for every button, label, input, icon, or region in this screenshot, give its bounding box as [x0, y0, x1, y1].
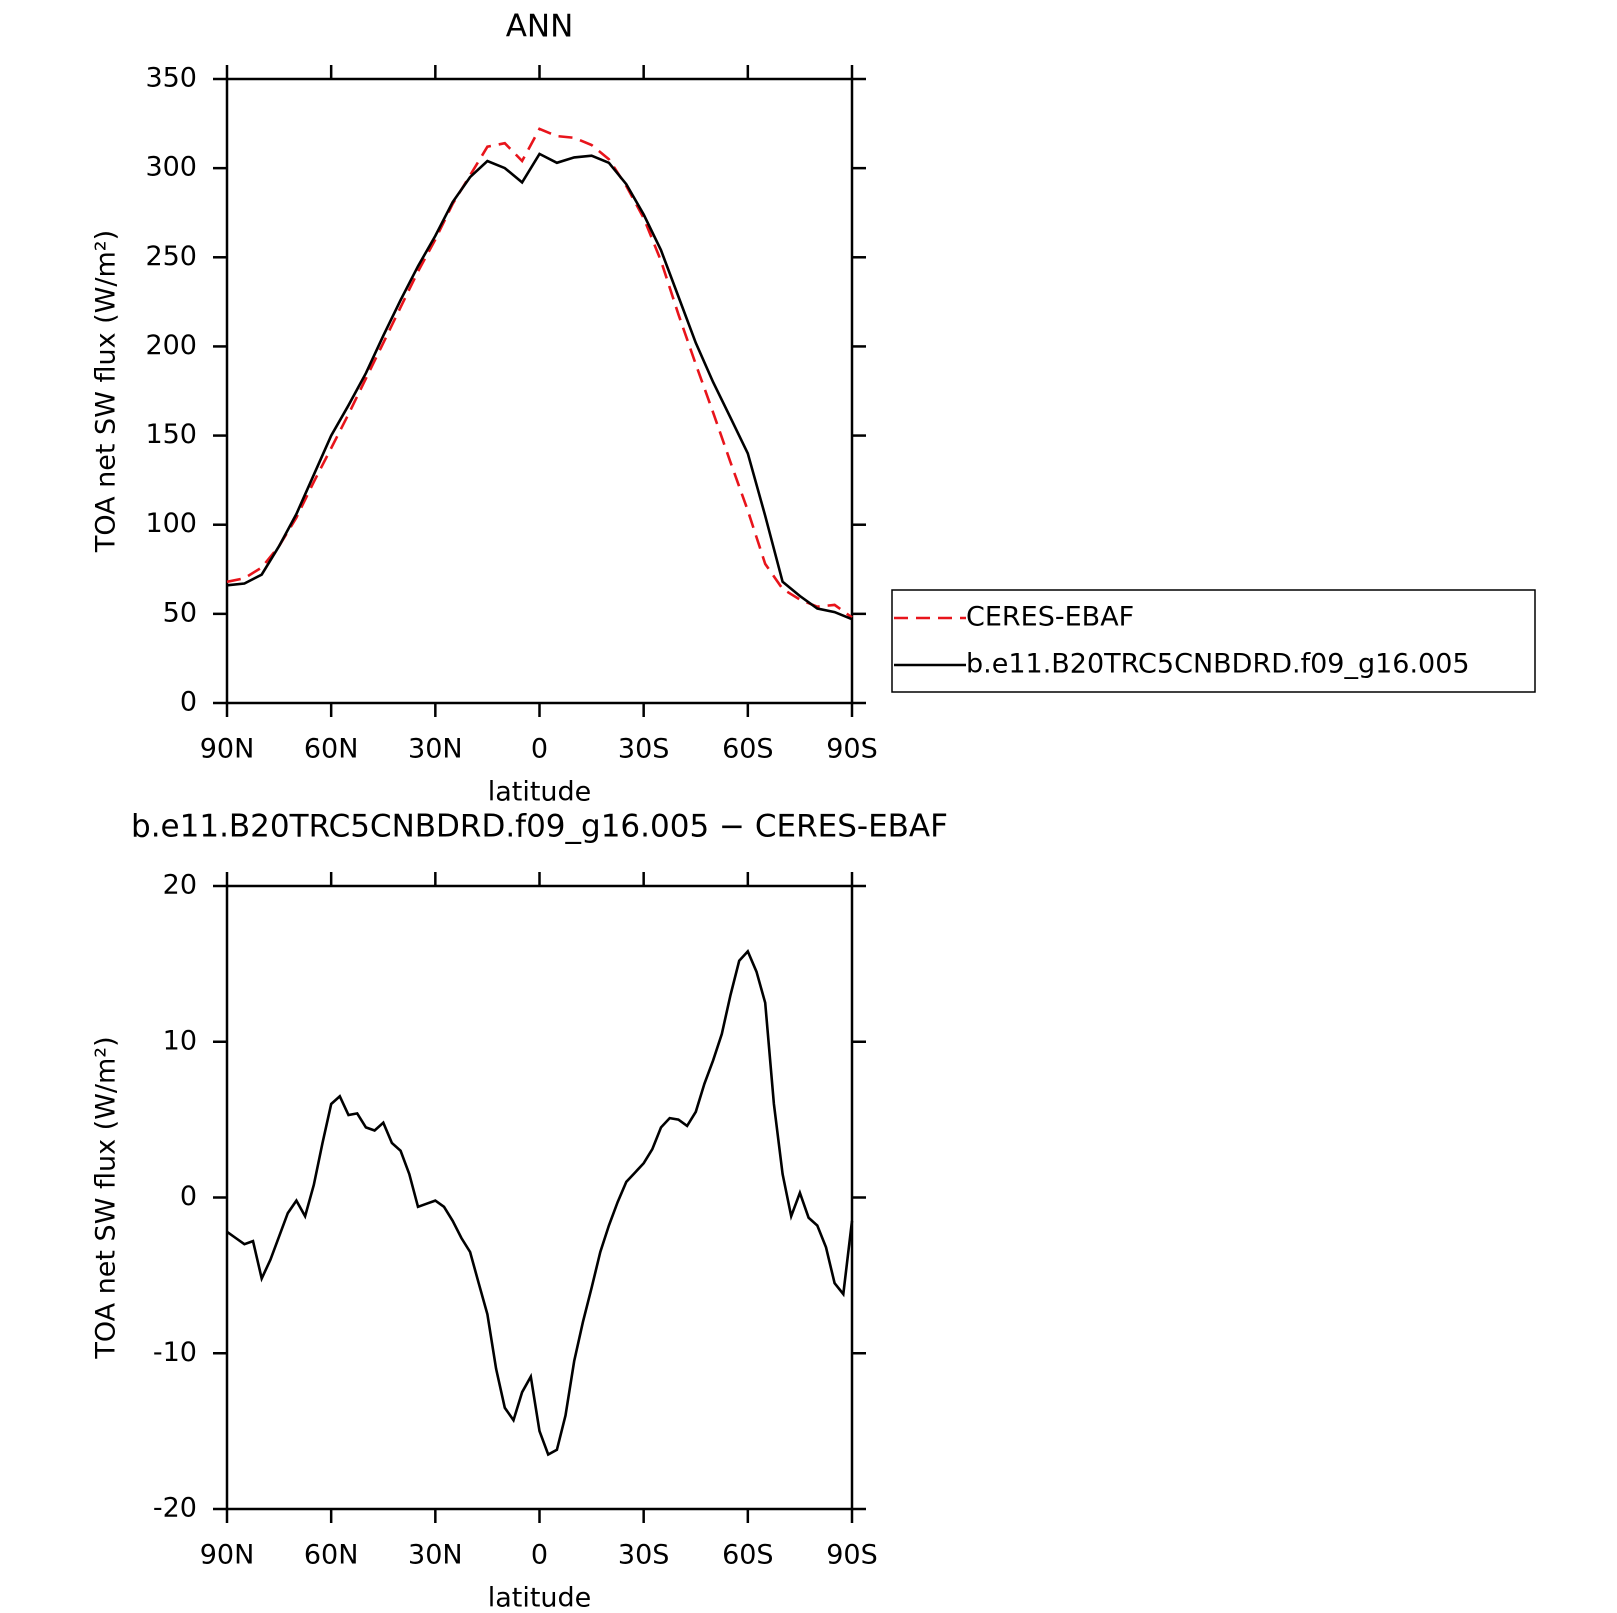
x-tick-label: 0: [531, 1540, 548, 1571]
y-tick-label: -20: [153, 1493, 197, 1524]
y-tick-label: 50: [163, 597, 197, 628]
legend-label: b.e11.B20TRC5CNBDRD.f09_g16.005: [966, 649, 1470, 680]
x-tick-label: 60S: [722, 734, 774, 765]
x-tick-label: 30N: [408, 1540, 463, 1571]
x-tick-label: 30S: [618, 1540, 670, 1571]
y-tick-label: 300: [145, 152, 197, 183]
y-tick-label: 0: [180, 1181, 197, 1212]
x-tick-label: 30S: [618, 734, 670, 765]
x-tick-label: 0: [531, 734, 548, 765]
data-line: [226, 152, 853, 621]
x-tick-label: 60N: [304, 1540, 359, 1571]
x-tick-label: 60S: [722, 1540, 774, 1571]
y-axis-label: TOA net SW flux (W/m²): [91, 1036, 122, 1359]
y-tick-label: 200: [145, 330, 197, 361]
x-axis-label: latitude: [488, 1583, 592, 1613]
x-tick-label: 90N: [200, 1540, 255, 1571]
legend-label: CERES-EBAF: [966, 602, 1134, 633]
x-tick-label: 90S: [826, 734, 878, 765]
x-axis-label: latitude: [488, 777, 592, 808]
plot-frame: [225, 77, 854, 705]
y-tick-label: 0: [180, 687, 197, 718]
y-tick-label: 250: [145, 241, 197, 272]
y-axis-label: TOA net SW flux (W/m²): [91, 230, 122, 553]
data-line: [226, 127, 853, 619]
y-tick-label: 100: [145, 508, 197, 539]
legend-box: [891, 589, 1536, 693]
x-tick-label: 60N: [304, 734, 359, 765]
y-tick-label: 20: [163, 870, 197, 901]
y-tick-label: 10: [163, 1025, 197, 1056]
chart-title: b.e11.B20TRC5CNBDRD.f09_g16.005 − CERES-…: [131, 809, 948, 845]
chart-title: ANN: [506, 9, 574, 45]
x-tick-label: 90N: [200, 734, 255, 765]
x-tick-label: 90S: [826, 1540, 878, 1571]
x-tick-label: 30N: [408, 734, 463, 765]
data-line: [226, 949, 854, 1457]
y-tick-label: 150: [145, 419, 197, 450]
y-tick-label: 350: [145, 63, 197, 94]
y-tick-label: -10: [153, 1337, 197, 1368]
